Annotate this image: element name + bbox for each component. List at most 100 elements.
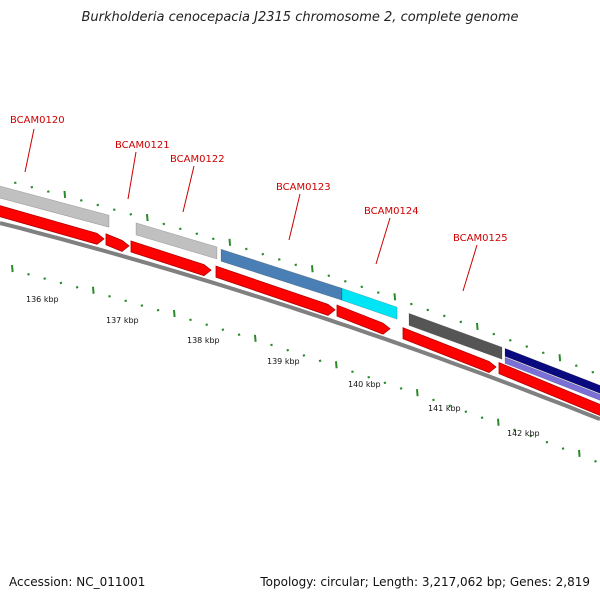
lower-tick <box>335 361 338 369</box>
lower-tick <box>318 359 322 363</box>
gene-label-bcam0122[interactable]: BCAM0122 <box>170 154 225 165</box>
feature-block <box>504 356 600 401</box>
cds-arrow <box>402 327 497 373</box>
label-leader-line <box>24 128 35 173</box>
lower-tick <box>124 299 128 303</box>
lower-tick <box>140 304 144 307</box>
lower-tick <box>156 308 160 312</box>
lower-tick <box>561 447 565 450</box>
feature-block <box>135 222 218 260</box>
lower-tick <box>529 434 533 438</box>
upper-tick <box>79 199 83 202</box>
upper-tick <box>162 222 166 226</box>
upper-tick <box>129 213 133 216</box>
upper-tick <box>376 291 380 294</box>
upper-tick <box>442 314 446 318</box>
upper-tick <box>476 322 479 331</box>
gene-label-bcam0120[interactable]: BCAM0120 <box>10 115 65 126</box>
upper-tick <box>294 263 298 267</box>
upper-tick <box>211 237 215 241</box>
cds-arrow <box>215 265 336 316</box>
lower-tick <box>270 343 273 347</box>
label-leader-line <box>375 217 391 265</box>
scale-label-141: 141 kbp <box>428 404 461 413</box>
upper-tick <box>591 370 595 374</box>
lower-tick <box>351 370 354 374</box>
cds-arrow <box>336 304 391 335</box>
upper-tick <box>195 232 199 236</box>
scale-label-137: 137 kbp <box>106 316 139 325</box>
upper-tick <box>178 227 182 231</box>
upper-tick <box>46 190 50 193</box>
upper-tick <box>426 308 430 312</box>
upper-tick <box>574 364 578 368</box>
lower-tick <box>43 277 47 280</box>
lower-tick <box>173 309 176 318</box>
upper-tick <box>244 247 248 251</box>
lower-tick <box>432 398 435 402</box>
lower-tick <box>237 333 241 337</box>
upper-tick <box>558 354 562 362</box>
label-leader-line <box>462 244 478 292</box>
lower-tick <box>399 387 403 390</box>
lower-tick <box>189 318 192 322</box>
gene-label-bcam0121[interactable]: BCAM0121 <box>115 140 170 151</box>
upper-tick <box>343 279 347 283</box>
upper-tick <box>13 181 17 185</box>
lower-tick <box>416 389 419 397</box>
lower-tick <box>594 459 597 463</box>
gene-label-bcam0125[interactable]: BCAM0125 <box>453 233 508 244</box>
backbone-line <box>0 221 600 422</box>
scale-label-138: 138 kbp <box>187 336 220 345</box>
lower-tick <box>205 323 209 327</box>
upper-tick-track <box>13 181 595 374</box>
scale-label-140: 140 kbp <box>348 380 381 389</box>
gene-label-bcam0123[interactable]: BCAM0123 <box>276 182 331 193</box>
lower-tick <box>513 428 516 432</box>
cds-track <box>0 205 600 416</box>
lower-tick <box>497 418 500 426</box>
upper-tick <box>409 302 413 306</box>
feature-block <box>408 312 503 360</box>
upper-tick <box>112 208 116 211</box>
feature-block <box>0 185 110 228</box>
upper-tick <box>96 203 100 207</box>
upper-tick <box>146 213 149 222</box>
upper-tick <box>261 252 265 256</box>
upper-tick <box>508 338 512 342</box>
upper-tick <box>541 351 545 355</box>
upper-tick <box>327 274 331 278</box>
label-leader-line <box>182 165 195 213</box>
upper-tick <box>277 258 281 261</box>
feature-block <box>341 287 398 320</box>
genome-summary-text: Topology: circular; Length: 3,217,062 bp… <box>260 575 590 589</box>
lower-tick <box>302 354 306 357</box>
scale-label-136: 136 kbp <box>26 295 59 304</box>
cds-arrow <box>0 205 105 245</box>
gene-label-bcam0124[interactable]: BCAM0124 <box>364 206 419 217</box>
backbone-track <box>0 221 600 422</box>
lower-tick <box>92 286 95 294</box>
lower-tick <box>286 348 290 352</box>
upper-tick <box>228 238 232 246</box>
lower-tick <box>578 449 581 457</box>
feature-block <box>504 347 600 394</box>
label-leader-line <box>288 193 301 241</box>
label-leaders <box>24 128 478 292</box>
lower-tick <box>545 440 549 444</box>
upper-tick <box>63 190 67 199</box>
lower-tick <box>221 328 225 332</box>
lower-tick <box>27 272 30 276</box>
lower-tick <box>448 404 452 408</box>
lower-tick <box>367 375 371 379</box>
lower-tick <box>464 410 468 414</box>
upper-tick <box>360 285 364 289</box>
upper-tick <box>459 320 463 324</box>
lower-tick <box>75 285 79 289</box>
lower-tick <box>383 381 387 385</box>
lower-tick <box>480 416 484 420</box>
upper-tick <box>30 185 34 189</box>
scale-label-139: 139 kbp <box>267 357 300 366</box>
lower-tick <box>108 294 111 298</box>
